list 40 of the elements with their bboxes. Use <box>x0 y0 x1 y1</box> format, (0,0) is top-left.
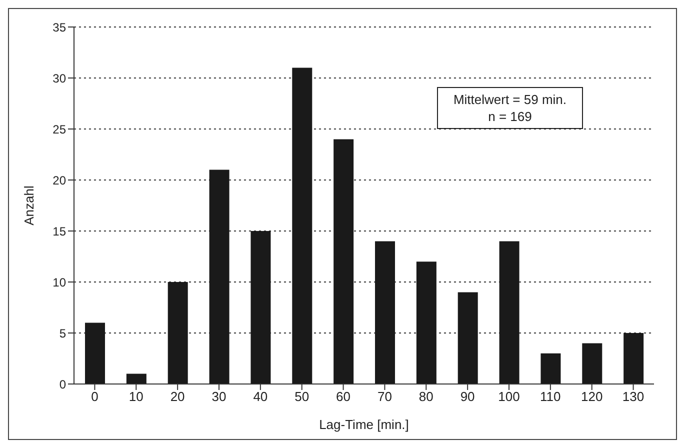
x-tick-label: 80 <box>418 389 434 404</box>
bar <box>624 333 644 384</box>
y-tick-label: 5 <box>59 326 66 340</box>
bar <box>499 241 520 384</box>
x-tick-label: 120 <box>581 389 603 404</box>
x-tick-label: 0 <box>91 389 98 404</box>
y-tick-label: 15 <box>52 224 66 238</box>
x-tick-label: 130 <box>622 389 644 404</box>
x-tick-label: 20 <box>170 389 185 404</box>
annotation: Mittelwert = 59 min. <box>452 91 568 108</box>
bar <box>416 262 436 384</box>
bar <box>334 139 354 384</box>
y-tick-label: 35 <box>52 20 66 34</box>
bar <box>168 282 188 384</box>
bar <box>250 231 271 384</box>
bar <box>375 241 395 384</box>
y-axis-title: Anzahl <box>22 186 37 226</box>
x-tick-label: 40 <box>253 389 268 404</box>
x-tick-label: 70 <box>377 389 392 404</box>
y-tick-label: 10 <box>52 275 66 290</box>
x-tick-label: 110 <box>540 389 561 404</box>
x-tick-label: 50 <box>294 389 310 404</box>
y-tick-label: 30 <box>52 71 66 86</box>
bar <box>85 322 105 384</box>
x-tick-label: 90 <box>460 389 475 404</box>
bar <box>209 170 230 384</box>
bar <box>292 68 312 384</box>
bar <box>540 353 561 384</box>
bar <box>582 343 602 384</box>
x-tick-label: 60 <box>336 389 351 404</box>
bar <box>458 292 478 384</box>
x-tick-label: 10 <box>128 389 144 404</box>
x-tick-label: 30 <box>212 389 226 404</box>
y-tick-label: 0 <box>59 377 66 392</box>
annotation: n = 169 <box>487 108 533 125</box>
y-tick-label: 25 <box>52 122 66 136</box>
y-tick-label: 20 <box>52 173 66 188</box>
x-tick-label: 100 <box>498 389 520 404</box>
x-axis-title: Lag-Time [min.] <box>319 417 409 432</box>
bar <box>126 374 146 384</box>
